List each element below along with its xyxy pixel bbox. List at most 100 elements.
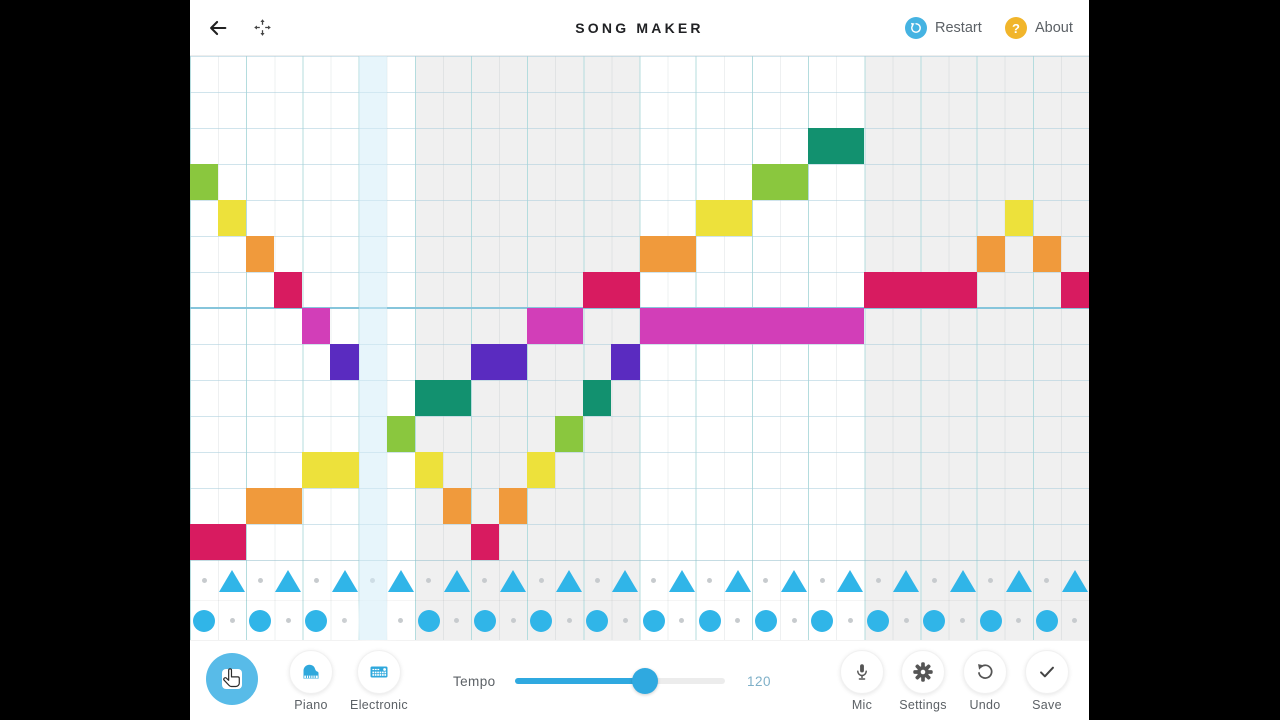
percussion-cell[interactable] <box>555 601 583 640</box>
note-cell[interactable] <box>611 344 640 380</box>
restart-button[interactable]: Restart <box>905 17 982 39</box>
percussion-cell[interactable] <box>611 561 639 600</box>
percussion-cell[interactable] <box>471 601 499 640</box>
percussion-cell[interactable] <box>640 601 668 640</box>
percussion-cell[interactable] <box>1033 561 1061 600</box>
save-button[interactable] <box>1025 650 1069 694</box>
percussion-cell[interactable] <box>780 561 808 600</box>
percussion-cell[interactable] <box>640 561 668 600</box>
note-cell[interactable] <box>190 524 247 560</box>
note-cell[interactable] <box>751 164 809 200</box>
note-cell[interactable] <box>808 128 865 164</box>
note-cell[interactable] <box>499 488 528 524</box>
percussion-cell[interactable] <box>218 601 246 640</box>
percussion-cell[interactable] <box>668 561 696 600</box>
note-cell[interactable] <box>190 164 219 200</box>
note-cell[interactable] <box>527 308 584 344</box>
note-cell[interactable] <box>555 416 584 452</box>
tempo-slider-thumb[interactable] <box>632 668 659 694</box>
percussion-cell[interactable] <box>1061 601 1089 640</box>
percussion-cell[interactable] <box>359 601 387 640</box>
percussion-cell[interactable] <box>527 561 555 600</box>
percussion-cell[interactable] <box>415 561 443 600</box>
percussion-cell[interactable] <box>302 601 330 640</box>
pitch-grid[interactable] <box>190 56 1089 560</box>
percussion-cell[interactable] <box>864 561 892 600</box>
note-cell[interactable] <box>386 416 415 452</box>
percussion-cell[interactable] <box>892 601 920 640</box>
percussion-cell[interactable] <box>836 561 864 600</box>
percussion-cell[interactable] <box>415 601 443 640</box>
note-cell[interactable] <box>302 308 331 344</box>
percussion-cell[interactable] <box>443 601 471 640</box>
percussion-cell[interactable] <box>274 561 302 600</box>
percussion-cell[interactable] <box>1005 561 1033 600</box>
note-cell[interactable] <box>302 452 359 488</box>
note-cell[interactable] <box>218 200 247 236</box>
note-cell[interactable] <box>470 344 528 380</box>
percussion-cell[interactable] <box>246 561 274 600</box>
back-button[interactable] <box>207 17 229 39</box>
note-cell[interactable] <box>274 272 303 308</box>
percussion-cell[interactable] <box>471 561 499 600</box>
percussion-cell[interactable] <box>780 601 808 640</box>
percussion-cell[interactable] <box>864 601 892 640</box>
percussion-cell[interactable] <box>218 561 246 600</box>
note-cell[interactable] <box>583 272 640 308</box>
note-cell[interactable] <box>442 488 471 524</box>
note-cell[interactable] <box>330 344 359 380</box>
percussion-cell[interactable] <box>920 561 948 600</box>
percussion-cell[interactable] <box>724 601 752 640</box>
percussion-cell[interactable] <box>302 561 330 600</box>
percussion-cell[interactable] <box>330 601 358 640</box>
percussion-cell[interactable] <box>499 601 527 640</box>
percussion-cell[interactable] <box>1005 601 1033 640</box>
percussion-cell[interactable] <box>330 561 358 600</box>
percussion-cell[interactable] <box>359 561 387 600</box>
percussion-cell[interactable] <box>808 601 836 640</box>
percussion-cell[interactable] <box>696 561 724 600</box>
percussion-cell[interactable] <box>274 601 302 640</box>
percussion-cell[interactable] <box>752 601 780 640</box>
percussion-cell[interactable] <box>499 561 527 600</box>
about-button[interactable]: ? About <box>1005 17 1073 39</box>
note-cell[interactable] <box>864 272 977 308</box>
play-stop-button[interactable] <box>206 653 258 705</box>
percussion-cell[interactable] <box>892 561 920 600</box>
tempo-slider[interactable] <box>515 668 725 694</box>
percussion-electronic-button[interactable] <box>357 650 401 694</box>
note-cell[interactable] <box>1060 272 1089 308</box>
percussion-cell[interactable] <box>527 601 555 640</box>
percussion-cell[interactable] <box>1033 601 1061 640</box>
note-cell[interactable] <box>470 524 500 560</box>
percussion-cell[interactable] <box>696 601 724 640</box>
percussion-cell[interactable] <box>752 561 780 600</box>
note-cell[interactable] <box>1032 236 1061 272</box>
note-cell[interactable] <box>414 452 443 488</box>
percussion-cell[interactable] <box>808 561 836 600</box>
note-cell[interactable] <box>246 488 303 524</box>
instrument-piano-button[interactable] <box>289 650 333 694</box>
note-cell[interactable] <box>639 308 865 344</box>
percussion-cell[interactable] <box>1061 561 1089 600</box>
mic-button[interactable] <box>840 650 884 694</box>
percussion-cell[interactable] <box>836 601 864 640</box>
note-cell[interactable] <box>583 380 612 416</box>
percussion-cell[interactable] <box>583 561 611 600</box>
percussion-cell[interactable] <box>555 561 583 600</box>
note-cell[interactable] <box>695 200 752 236</box>
note-cell[interactable] <box>527 452 556 488</box>
percussion-cell[interactable] <box>190 561 218 600</box>
percussion-cell[interactable] <box>387 601 415 640</box>
note-cell[interactable] <box>1004 200 1033 236</box>
percussion-cell[interactable] <box>583 601 611 640</box>
move-tool-button[interactable] <box>253 18 272 37</box>
settings-button[interactable] <box>901 650 945 694</box>
note-cell[interactable] <box>976 236 1005 272</box>
undo-button[interactable] <box>963 650 1007 694</box>
percussion-cell[interactable] <box>246 601 274 640</box>
percussion-cell[interactable] <box>668 601 696 640</box>
note-cell[interactable] <box>246 236 275 272</box>
percussion-cell[interactable] <box>977 601 1005 640</box>
percussion-cell[interactable] <box>920 601 948 640</box>
